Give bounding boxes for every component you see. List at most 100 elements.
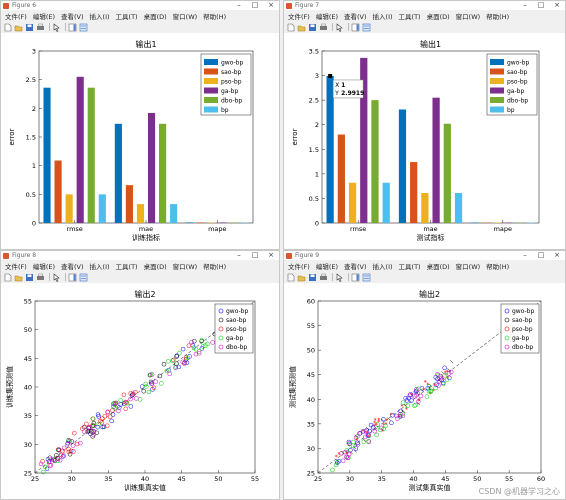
menu-item[interactable]: 文件(F) [288, 12, 310, 21]
pointer-button[interactable] [335, 22, 344, 32]
menu-item[interactable]: 窗口(W) [172, 262, 198, 271]
save-icon [25, 23, 34, 32]
insert-colorbar-button[interactable] [68, 23, 77, 32]
print-button[interactable] [36, 273, 45, 282]
menu-item[interactable]: 编辑(E) [32, 12, 55, 21]
scatter-point [54, 453, 59, 458]
insert-legend-button[interactable] [79, 23, 88, 32]
save-button[interactable] [308, 273, 317, 282]
datatip-box[interactable] [332, 79, 364, 99]
scatter-point [67, 438, 72, 444]
menu-item[interactable]: 插入(I) [372, 12, 393, 21]
print-button[interactable] [36, 23, 45, 32]
new-file-button[interactable] [3, 23, 12, 32]
menu-item[interactable]: 插入(I) [89, 12, 110, 21]
toolbar-separator [65, 273, 66, 281]
maximize-button[interactable]: □ [537, 1, 545, 9]
menu-item[interactable]: 编辑(E) [315, 262, 338, 271]
menu-item[interactable]: 帮助(H) [486, 12, 510, 21]
y-tick-label: 3.5 [309, 48, 319, 56]
menu-item[interactable]: 工具(T) [398, 12, 421, 21]
menu-item[interactable]: 查看(V) [344, 262, 367, 271]
menu-item[interactable]: 窗口(W) [455, 262, 481, 271]
new-file-icon [3, 273, 12, 282]
menu-item[interactable]: 文件(F) [5, 262, 27, 271]
maximize-button[interactable]: □ [251, 1, 259, 9]
menu-item[interactable]: 桌面(D) [426, 12, 450, 21]
save-button[interactable] [308, 23, 317, 32]
scatter-point [61, 445, 67, 451]
scatter-point [434, 382, 439, 387]
print-button[interactable] [319, 273, 328, 282]
pointer-button[interactable] [335, 272, 344, 282]
scatter-point [183, 355, 189, 360]
maximize-button[interactable]: □ [537, 251, 545, 259]
scatter-point: * [335, 454, 338, 461]
scatter-point [366, 439, 372, 445]
bar [360, 57, 368, 223]
menu-item[interactable]: 桌面(D) [143, 262, 167, 271]
minimize-button[interactable]: – [237, 1, 241, 9]
menu-item[interactable]: 工具(T) [115, 12, 138, 21]
close-button[interactable]: × [268, 251, 274, 259]
menu-item[interactable]: 文件(F) [288, 262, 310, 271]
scatter-point [41, 469, 46, 475]
insert-legend-button[interactable] [362, 273, 371, 282]
menu-item[interactable]: 插入(I) [89, 262, 110, 271]
menu-item[interactable]: 查看(V) [61, 262, 84, 271]
insert-legend-button[interactable] [362, 23, 371, 32]
menu-item[interactable]: 窗口(W) [455, 12, 481, 21]
insert-colorbar-button[interactable] [351, 273, 360, 282]
menu-item[interactable]: 查看(V) [344, 12, 367, 21]
menu-item[interactable]: 编辑(E) [315, 12, 338, 21]
menu-item[interactable]: 窗口(W) [172, 12, 198, 21]
minimize-button[interactable]: – [237, 251, 241, 259]
menu-item[interactable]: 帮助(H) [486, 262, 510, 271]
menu-item[interactable]: 工具(T) [115, 262, 138, 271]
legend-entry: bp [221, 107, 229, 114]
new-file-button[interactable] [3, 273, 12, 282]
menu-item[interactable]: 桌面(D) [426, 262, 450, 271]
new-file-button[interactable] [286, 273, 295, 282]
open-folder-button[interactable] [297, 23, 306, 32]
legend-marker [218, 317, 224, 323]
close-button[interactable]: × [554, 251, 560, 259]
datatip-marker[interactable] [328, 73, 333, 78]
menu-item[interactable]: 文件(F) [5, 12, 27, 21]
pointer-button[interactable] [52, 22, 61, 32]
menu-item[interactable]: 查看(V) [61, 12, 84, 21]
pointer-button[interactable] [52, 272, 61, 282]
close-button[interactable]: × [554, 1, 560, 9]
menu-item[interactable]: 桌面(D) [143, 12, 167, 21]
scatter-point [413, 402, 418, 408]
menu-item[interactable]: 编辑(E) [32, 262, 55, 271]
menu-item[interactable]: 帮助(H) [203, 12, 227, 21]
y-tick-label: 55 [307, 322, 315, 330]
menu-item[interactable]: 插入(I) [372, 262, 393, 271]
minimize-button[interactable]: – [523, 251, 527, 259]
legend-entry: sao-bp [512, 317, 533, 324]
close-button[interactable]: × [268, 1, 274, 9]
insert-colorbar-icon [351, 23, 360, 32]
legend-entry: ga-bp [512, 335, 529, 342]
scatter-point: * [355, 437, 358, 444]
menu-item[interactable]: 工具(T) [398, 262, 421, 271]
insert-colorbar-button[interactable] [68, 273, 77, 282]
legend-marker [504, 308, 510, 314]
save-button[interactable] [25, 273, 34, 282]
y-tick-label: 2 [315, 121, 319, 129]
scatter-point [435, 373, 441, 378]
insert-legend-button[interactable] [79, 273, 88, 282]
save-button[interactable] [25, 23, 34, 32]
new-file-button[interactable] [286, 23, 295, 32]
insert-colorbar-button[interactable] [351, 23, 360, 32]
maximize-button[interactable]: □ [251, 251, 259, 259]
open-folder-button[interactable] [14, 23, 23, 32]
open-folder-button[interactable] [14, 273, 23, 282]
open-folder-button[interactable] [297, 273, 306, 282]
minimize-button[interactable]: – [523, 1, 527, 9]
print-button[interactable] [319, 23, 328, 32]
menu-item[interactable]: 帮助(H) [203, 262, 227, 271]
y-tick-label: 45 [307, 371, 315, 379]
y-axis-label: 测试集预测值 [288, 366, 297, 408]
